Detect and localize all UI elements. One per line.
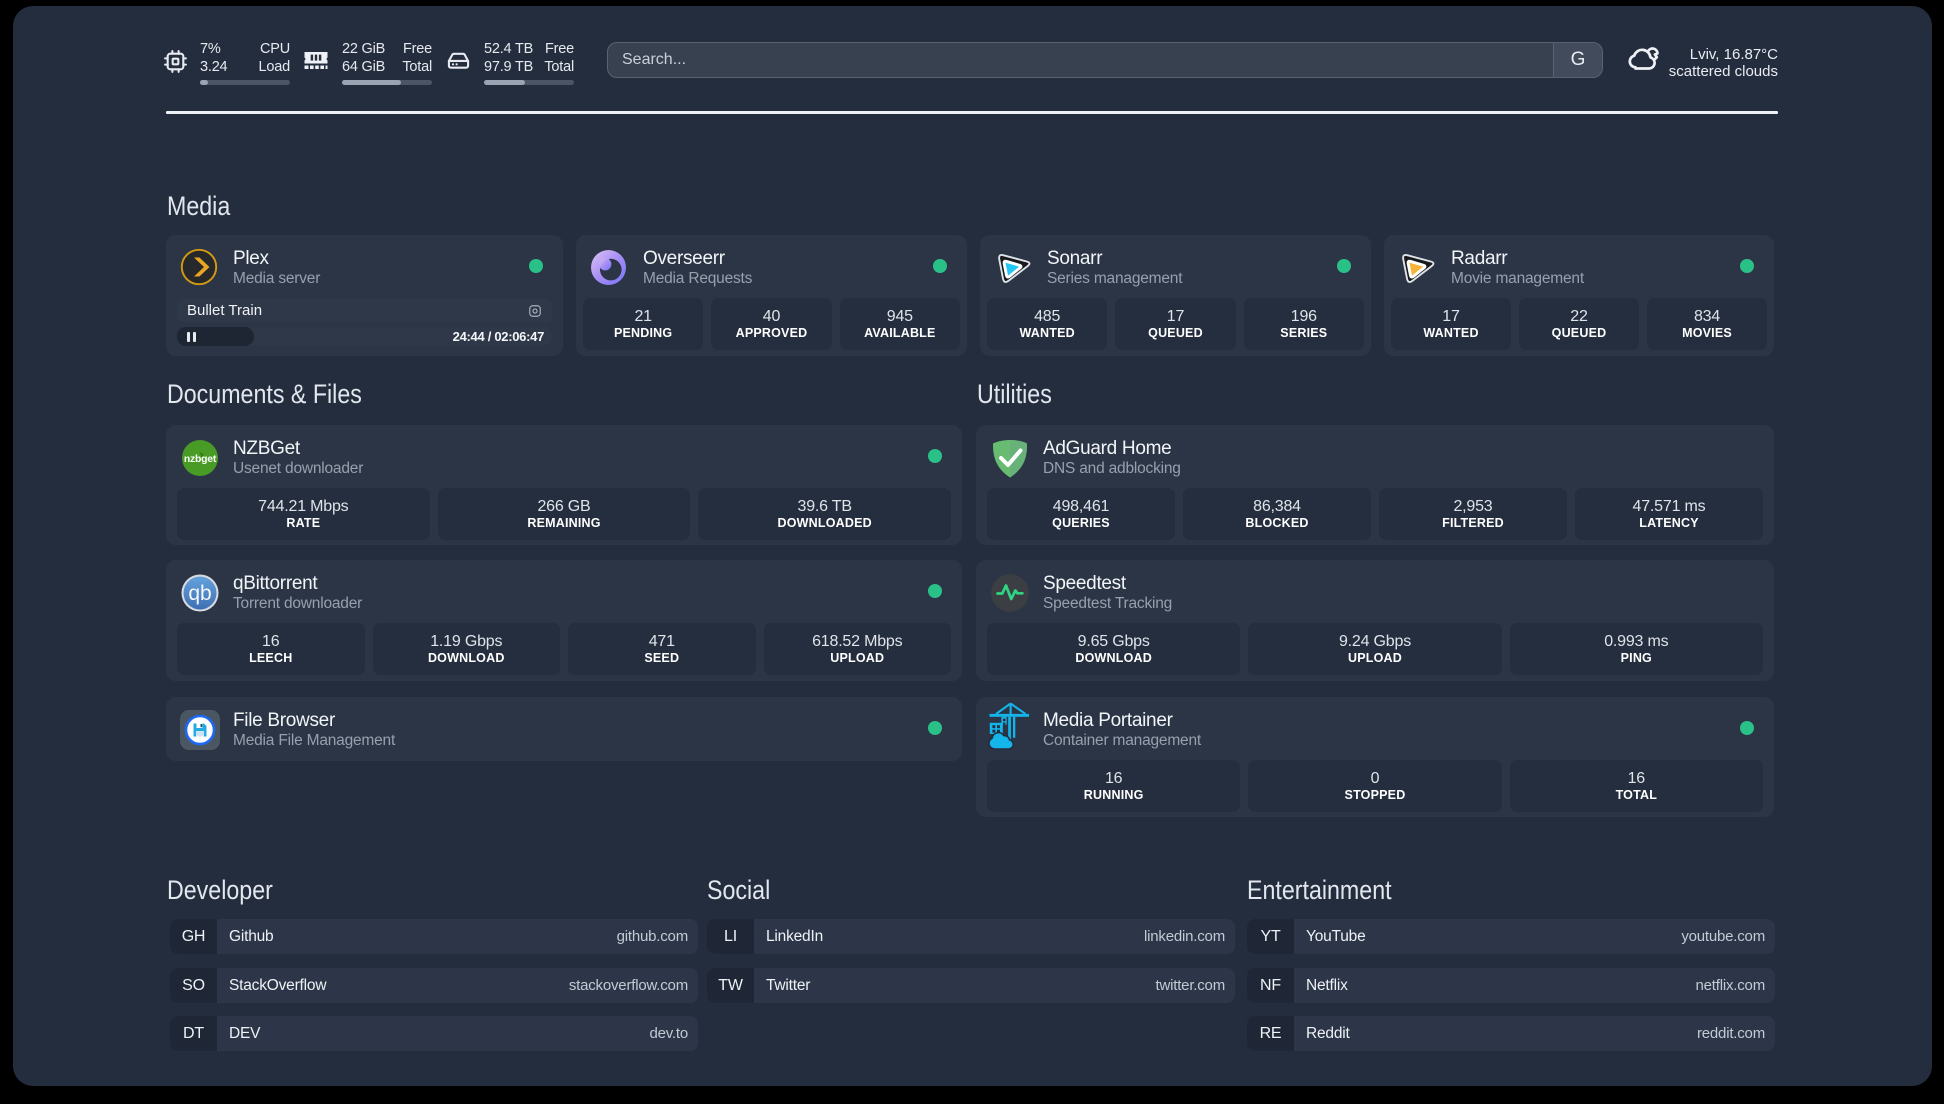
svg-text:nzbget: nzbget <box>184 454 217 465</box>
svg-text:qb: qb <box>188 582 211 605</box>
